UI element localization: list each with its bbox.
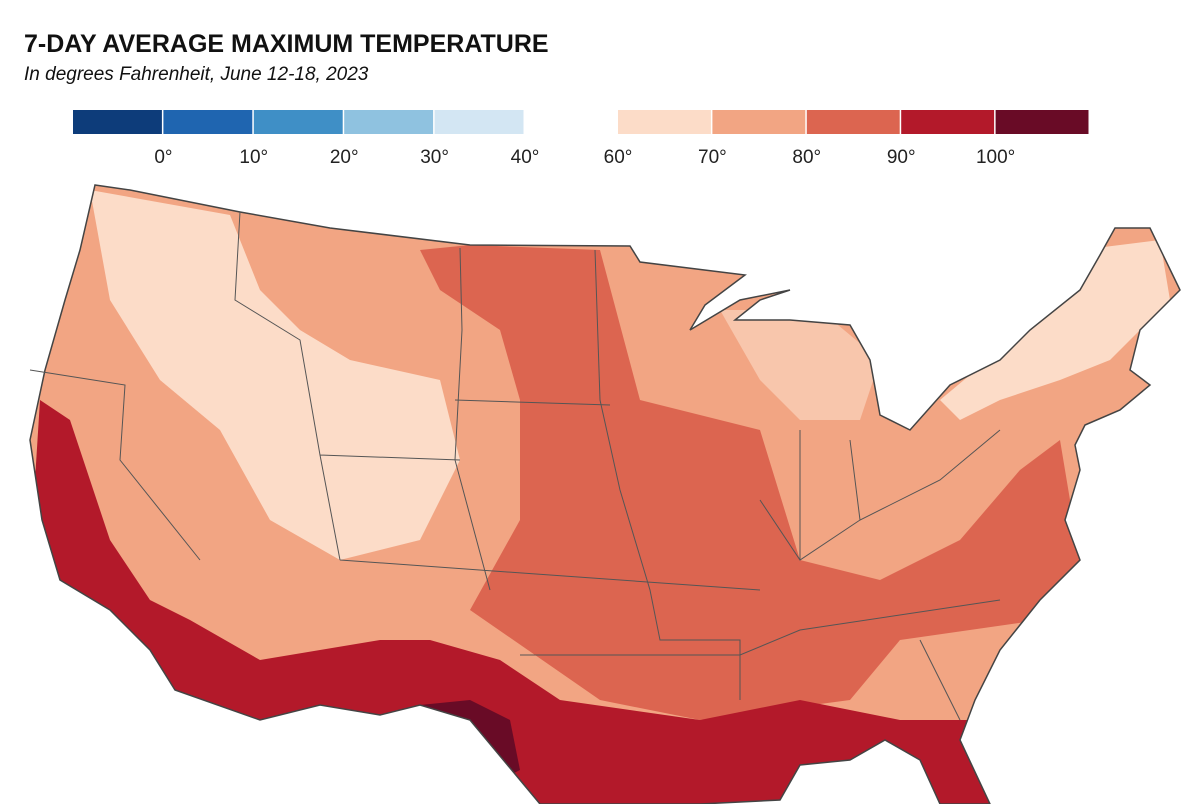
legend-label: 60° [604,147,633,168]
legend-swatch [901,110,995,134]
legend-label: 90° [887,147,916,168]
title: 7-DAY AVERAGE MAXIMUM TEMPERATURE [24,30,549,58]
state-lines [29,184,1181,804]
legend: 0° 10° 20° 30° 40° 60° 70° 80° 90° 100° [73,110,1089,168]
region-90-100 [30,400,1000,804]
legend-swatch [806,110,900,134]
legend-swatch [618,110,711,134]
legend-label: 0° [154,147,172,168]
legend-label: 10° [239,147,268,168]
region-60-70 [720,310,880,420]
subtitle: In degrees Fahrenheit, June 12-18, 2023 [24,64,369,85]
legend-swatch [434,110,524,134]
legend-swatch [163,110,253,134]
region-60-70 [90,190,460,560]
legend-label: 100° [976,147,1015,168]
legend-label: 70° [698,147,727,168]
legend-label: 20° [330,147,359,168]
legend-swatch [253,110,343,134]
legend-label: 80° [792,147,821,168]
legend-label: 40° [511,147,540,168]
legend-swatch [712,110,806,134]
region-60-70 [940,240,1170,420]
legend-swatch [995,110,1089,134]
temperature-map [30,185,1180,804]
legend-swatch [73,110,162,134]
legend-swatch [344,110,434,134]
region-80-90 [420,245,1080,720]
legend-label: 30° [420,147,449,168]
